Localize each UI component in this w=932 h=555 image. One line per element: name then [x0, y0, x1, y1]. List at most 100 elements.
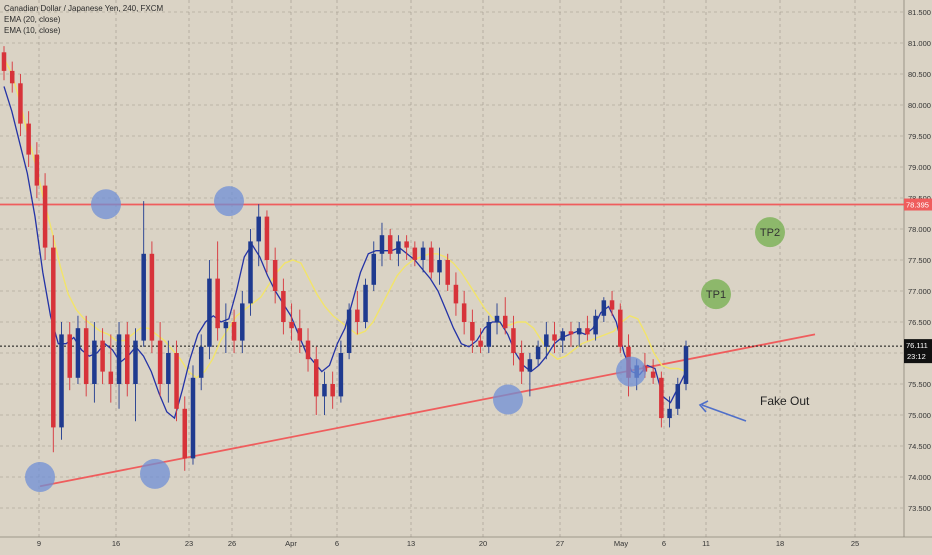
candle-body — [659, 377, 664, 419]
ema20-legend[interactable]: EMA (20, close) — [4, 15, 61, 24]
price-tick: 80.000 — [908, 101, 931, 110]
pivot-circle — [493, 384, 523, 415]
price-tick: 78.000 — [908, 225, 931, 234]
candle-body — [166, 353, 171, 384]
candle-body — [544, 334, 549, 347]
target-circle — [755, 217, 785, 248]
candle-body — [363, 284, 368, 322]
ema10-legend[interactable]: EMA (10, close) — [4, 26, 61, 35]
candle-body — [519, 353, 524, 372]
candle-body — [264, 216, 270, 260]
fake-out-label: Fake Out — [760, 394, 810, 408]
last-price-label: 76.111 — [906, 341, 928, 350]
candle-body — [207, 278, 212, 347]
price-tick: 81.500 — [908, 8, 931, 17]
candle-body — [552, 334, 557, 341]
candle-body — [75, 328, 81, 378]
candle-body — [215, 278, 220, 329]
fake-out-arrowhead — [698, 400, 709, 413]
candle-body — [240, 303, 245, 341]
time-tick: Apr — [285, 539, 297, 548]
candle-body — [281, 291, 286, 322]
candle-body — [453, 284, 459, 304]
candle-body — [157, 340, 163, 384]
candle-body — [51, 247, 56, 428]
candle-body — [675, 384, 681, 409]
candle-body — [92, 340, 97, 384]
price-tick: 79.500 — [908, 132, 931, 141]
candle-body — [182, 408, 188, 459]
price-tick: 74.000 — [908, 473, 931, 482]
price-tick: 76.500 — [908, 318, 931, 327]
candle-body — [248, 241, 253, 304]
candle-body — [535, 346, 541, 360]
candle-body — [198, 346, 204, 378]
price-tick: 78.500 — [908, 194, 931, 203]
time-tick: 25 — [851, 539, 859, 548]
annotations: TP1 TP2 Fake Out — [25, 186, 810, 492]
price-tick: 81.000 — [908, 39, 931, 48]
candle-body — [116, 334, 122, 384]
candle-body — [420, 247, 426, 260]
candle-body — [18, 83, 23, 124]
candles — [1, 46, 689, 471]
candle-body — [256, 216, 261, 242]
pivot-circle — [616, 356, 646, 387]
candle-body — [83, 328, 89, 384]
candle-body — [355, 309, 360, 322]
candle-body — [297, 328, 303, 341]
candle-body — [313, 359, 319, 397]
chart-legend: Canadian Dollar / Japanese Yen, 240, FXC… — [4, 3, 163, 36]
target-label: TP2 — [760, 227, 780, 239]
time-tick: 18 — [776, 539, 784, 548]
candle-body — [486, 322, 492, 347]
time-tick: May — [614, 539, 628, 548]
candle-body — [527, 359, 533, 372]
candle-body — [289, 322, 294, 329]
candle-body — [346, 309, 352, 353]
price-tick: 77.000 — [908, 287, 931, 296]
ema-lines — [3, 58, 687, 420]
candle-body — [470, 322, 475, 341]
candle-body — [650, 371, 656, 378]
axis-price-labels: 78.395 76.111 23:12 — [904, 198, 932, 364]
time-axis[interactable]: 9 16 23 26 Apr 6 13 20 27 May 6 11 18 25 — [0, 536, 932, 548]
candle-body — [585, 328, 590, 335]
candle-body — [133, 340, 138, 384]
price-tick: 75.500 — [908, 380, 931, 389]
candle-body — [568, 331, 574, 335]
candle-body — [461, 303, 467, 322]
candle-body — [429, 247, 434, 273]
candle-body — [141, 253, 146, 341]
time-tick: 23 — [185, 539, 193, 548]
candle-body — [576, 328, 582, 335]
candle-body — [412, 247, 418, 260]
candle-body — [42, 185, 48, 248]
time-tick: 26 — [228, 539, 236, 548]
candle-body — [683, 346, 689, 384]
price-tick: 73.500 — [908, 504, 931, 513]
candle-body — [387, 235, 393, 254]
candle-body — [124, 334, 130, 384]
candle-body — [396, 241, 401, 254]
price-tick: 75.000 — [908, 411, 931, 420]
candle-body — [34, 154, 40, 186]
last-price-label-bg — [904, 339, 932, 364]
candle-body — [502, 315, 508, 329]
time-tick: 6 — [662, 539, 666, 548]
pivot-circle — [140, 458, 170, 489]
candle-body — [272, 260, 278, 291]
candle-body — [560, 331, 566, 341]
candle-body — [404, 241, 409, 248]
candle-body — [330, 384, 335, 397]
price-axis[interactable]: 81.500 81.000 80.500 80.000 79.500 79.000 78.5… — [903, 0, 931, 537]
target-circle — [701, 279, 731, 310]
price-tick: 74.500 — [908, 442, 931, 451]
candle-body — [108, 371, 114, 384]
candle-body — [511, 328, 516, 353]
candle-body — [67, 334, 72, 378]
candle-body — [478, 340, 483, 347]
candle-body — [618, 309, 623, 347]
